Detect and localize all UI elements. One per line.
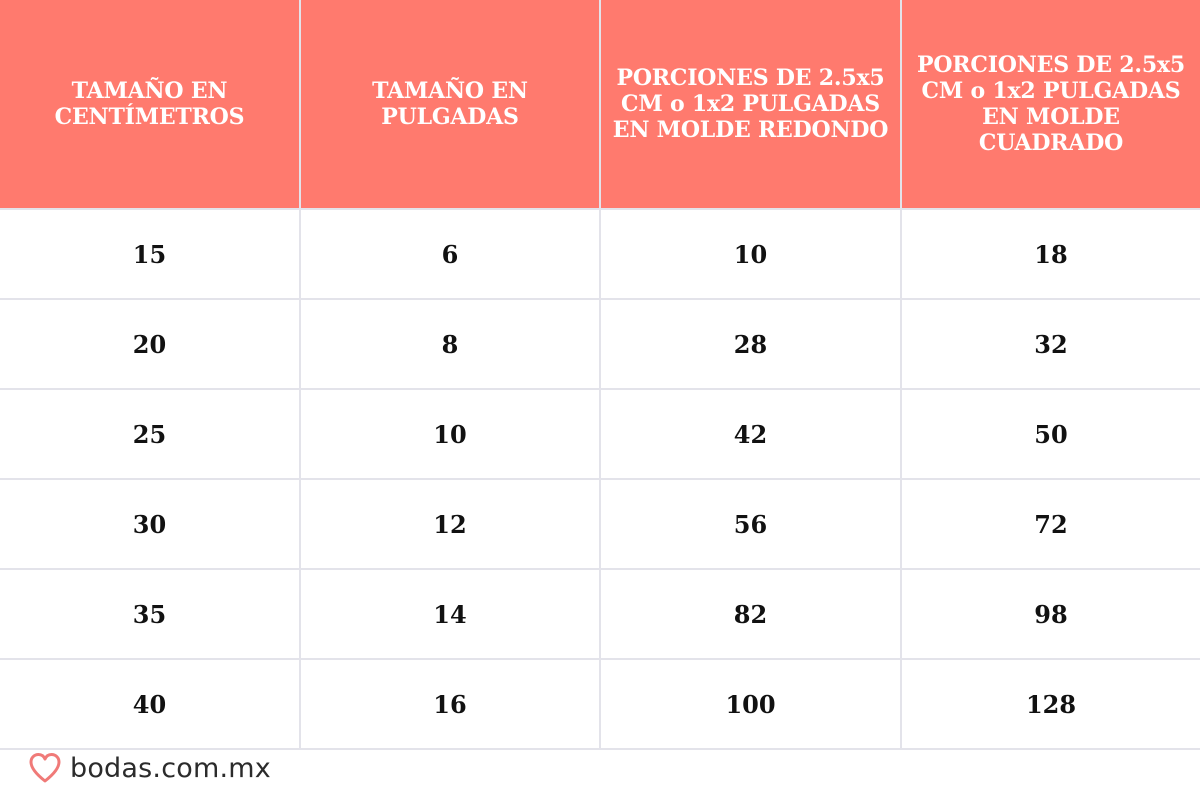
cell-portions-round: 56 [599,478,902,570]
cake-portions-table: TAMAÑO EN CENTÍMETROS TAMAÑO EN PULGADAS… [0,0,1200,750]
cell-portions-square: 50 [900,388,1200,480]
cell-size-cm: 30 [0,478,301,570]
header-portions-round: PORCIONES DE 2.5x5 CM o 1x2 PULGADAS EN … [599,0,902,210]
table-row: 15 6 10 18 [0,208,1200,300]
cell-portions-square: 72 [900,478,1200,570]
cell-portions-square: 32 [900,298,1200,390]
cell-size-inches: 14 [299,568,601,660]
cell-size-inches: 16 [299,658,601,750]
cell-portions-round: 82 [599,568,902,660]
cell-size-inches: 12 [299,478,601,570]
table-row: 25 10 42 50 [0,388,1200,480]
header-size-inches: TAMAÑO EN PULGADAS [299,0,601,210]
table-row: 35 14 82 98 [0,568,1200,660]
cell-portions-round: 28 [599,298,902,390]
cell-size-cm: 15 [0,208,301,300]
cell-portions-round: 100 [599,658,902,750]
brand-footer[interactable]: bodas.com.mx [28,748,271,788]
heart-icon [28,752,62,784]
cell-portions-square: 18 [900,208,1200,300]
cell-size-cm: 25 [0,388,301,480]
cell-portions-square: 128 [900,658,1200,750]
table-row: 30 12 56 72 [0,478,1200,570]
brand-name: bodas.com.mx [70,752,271,784]
header-portions-square: PORCIONES DE 2.5x5 CM o 1x2 PULGADAS EN … [900,0,1200,210]
cell-size-inches: 6 [299,208,601,300]
cell-size-inches: 8 [299,298,601,390]
cell-portions-square: 98 [900,568,1200,660]
cell-size-cm: 40 [0,658,301,750]
header-row: TAMAÑO EN CENTÍMETROS TAMAÑO EN PULGADAS… [0,0,1200,210]
table-row: 20 8 28 32 [0,298,1200,390]
cell-size-inches: 10 [299,388,601,480]
cell-portions-round: 10 [599,208,902,300]
table-row: 40 16 100 128 [0,658,1200,750]
cell-portions-round: 42 [599,388,902,480]
cell-size-cm: 35 [0,568,301,660]
cell-size-cm: 20 [0,298,301,390]
header-size-cm: TAMAÑO EN CENTÍMETROS [0,0,301,210]
